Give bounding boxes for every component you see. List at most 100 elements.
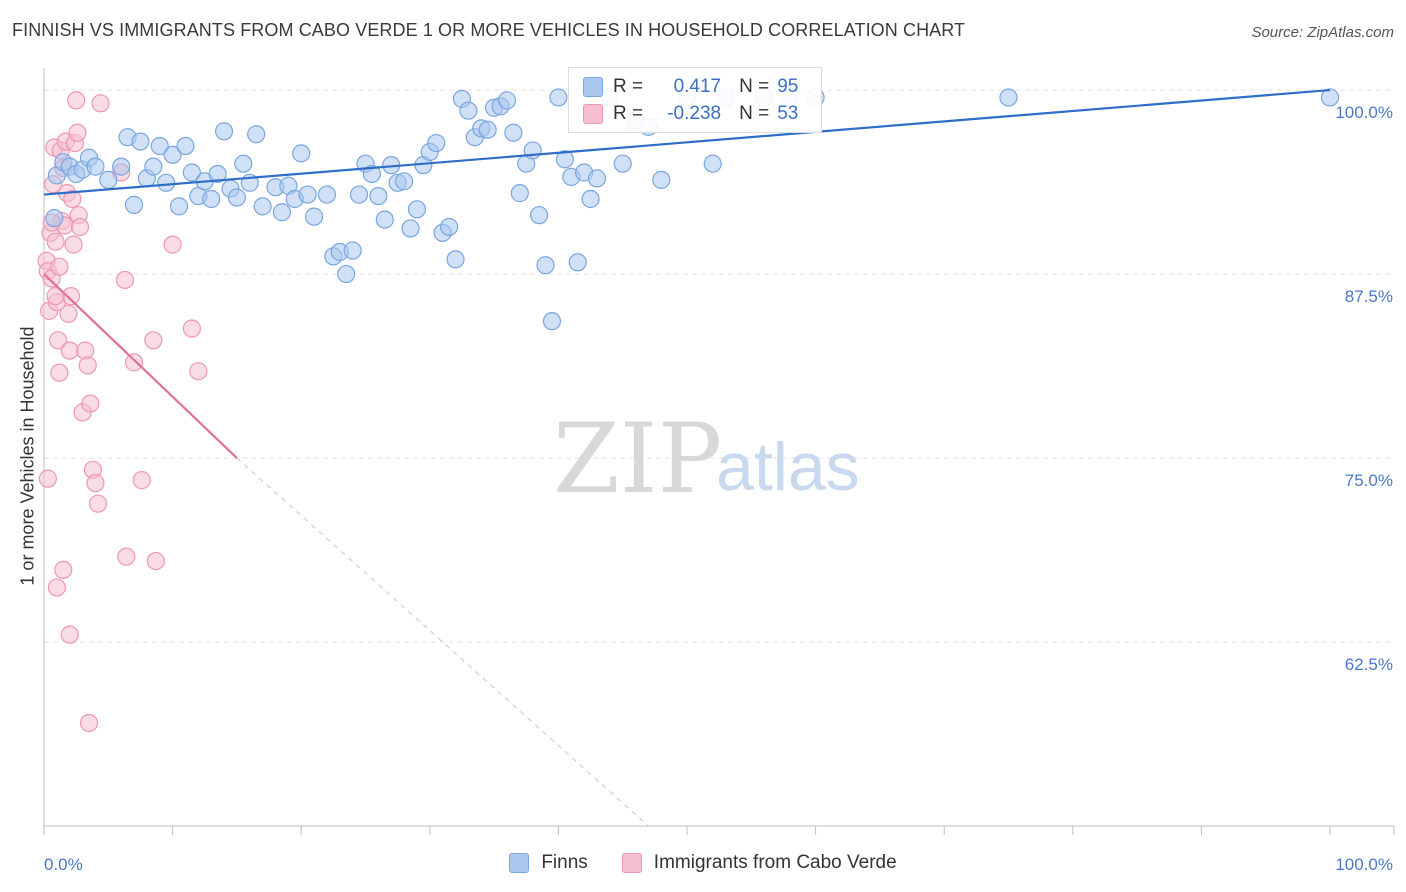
legend-n-value-finns: 95	[777, 76, 799, 97]
finns-point	[131, 132, 150, 151]
legend-n-label: N =	[739, 103, 770, 124]
finns-point	[272, 203, 292, 222]
cabo-verde-point	[86, 473, 105, 493]
legend-n-label: N =	[739, 76, 770, 97]
finns-point	[459, 101, 478, 120]
finns-point	[124, 195, 144, 214]
finns-point	[497, 91, 517, 110]
cabo-verde-point	[50, 363, 69, 382]
legend-label-cabo-verde: Immigrants from Cabo Verde	[653, 852, 897, 873]
finns-point	[1320, 88, 1340, 107]
finns-point	[349, 185, 369, 204]
finns-point	[247, 125, 266, 144]
finns-point	[652, 170, 671, 189]
watermark: ZIP atlas	[553, 403, 860, 515]
y-tick-label: 100.0%	[1335, 103, 1393, 122]
cabo-verde-point	[68, 123, 87, 142]
finns-point	[208, 164, 227, 184]
x-tick-labels: 0.0% 100.0%	[44, 855, 1393, 874]
cabo-verde-point	[54, 560, 73, 579]
legend-r-label: R =	[613, 76, 644, 97]
legend-item-finns[interactable]: Finns	[509, 852, 588, 874]
cabo-verde-point	[91, 94, 110, 113]
finns-point	[150, 136, 169, 156]
cabo-verde-point	[49, 331, 68, 350]
cabo-verde-point	[182, 319, 201, 338]
legend-label-finns: Finns	[541, 852, 588, 873]
legend-n-value-cabo-verde: 53	[777, 103, 799, 124]
cabo-verde-point	[67, 91, 86, 110]
cabo-verde-point	[115, 270, 135, 290]
legend-swatch-finns	[509, 853, 530, 873]
finns-point	[182, 163, 201, 182]
finns-point	[530, 206, 549, 225]
series-legend: Finns Immigrants from Cabo Verde	[0, 852, 1406, 874]
x-tick-label: 0.0%	[44, 855, 83, 874]
finns-point	[343, 241, 362, 260]
finns-point	[587, 169, 607, 188]
legend-r-value-finns: 0.417	[673, 76, 722, 97]
finns-point	[555, 150, 574, 169]
cabo-verde-point	[124, 353, 144, 372]
finns-trend-line	[43, 88, 1331, 196]
cabo-verde-point	[132, 471, 151, 490]
y-tick-label: 87.5%	[1345, 287, 1393, 306]
correlation-legend: R = 0.417 N = 95 R = -0.238 N = 53	[568, 67, 822, 133]
cabo-verde-point	[46, 232, 65, 251]
cabo-verde-point	[47, 578, 66, 597]
watermark-zip-text: ZIP	[553, 403, 722, 515]
trend-lines	[43, 88, 1331, 827]
finns-point	[176, 136, 195, 156]
grid-lines	[44, 89, 1394, 643]
cabo-verde-point	[78, 356, 97, 375]
legend-row-cabo-verde: R = -0.238 N = 53	[583, 102, 798, 126]
finns-point	[292, 144, 311, 163]
finns-point	[407, 200, 427, 219]
legend-swatch-cabo-verde	[583, 104, 603, 124]
x-tick-label: 100.0%	[1335, 855, 1393, 874]
finns-point	[375, 210, 394, 229]
finns-point	[401, 219, 420, 238]
finns-point	[86, 157, 105, 176]
finns-point	[542, 312, 562, 331]
finns-point	[253, 197, 272, 216]
finns-point	[394, 172, 414, 191]
chart-title: FINNISH VS IMMIGRANTS FROM CABO VERDE 1 …	[12, 20, 966, 40]
finns-point	[304, 207, 324, 226]
cabo-verde-point	[38, 469, 57, 488]
cabo-verde-point	[76, 341, 95, 360]
cabo-verde-point	[60, 625, 79, 644]
finns-point	[99, 170, 118, 189]
legend-swatch-finns	[583, 77, 603, 97]
legend-item-cabo-verde[interactable]: Immigrants from Cabo Verde	[621, 852, 897, 874]
cabo-verde-trend-line	[43, 273, 238, 459]
finns-point	[369, 186, 388, 206]
finns-point	[362, 164, 382, 184]
cabo-verde-point	[88, 494, 108, 513]
cabo-verde-point	[144, 331, 163, 350]
finns-point	[169, 197, 189, 216]
finns-point	[202, 189, 221, 209]
cabo-verde-point	[46, 287, 65, 306]
finns-point	[112, 157, 131, 176]
finns-point	[568, 253, 587, 272]
cabo-verde-point	[146, 551, 165, 571]
finns-point	[504, 123, 523, 142]
cabo-verde-point	[61, 287, 81, 306]
points-cabo-verde	[37, 91, 208, 733]
y-tick-labels: 62.5% 75.0% 87.5% 100.0%	[1335, 103, 1393, 674]
finns-point	[317, 185, 337, 204]
legend-r-label: R =	[613, 103, 644, 124]
finns-point	[214, 122, 234, 141]
cabo-verde-point	[70, 217, 90, 237]
finns-point	[234, 154, 253, 173]
cabo-verde-point	[50, 257, 69, 276]
cabo-verde-point	[117, 547, 136, 566]
finns-point	[478, 120, 497, 139]
cabo-verde-point	[79, 713, 99, 733]
finns-point	[157, 173, 176, 192]
cabo-verde-point	[64, 235, 83, 254]
legend-r-value-cabo-verde: -0.238	[667, 103, 722, 124]
cabo-verde-point	[59, 304, 78, 323]
